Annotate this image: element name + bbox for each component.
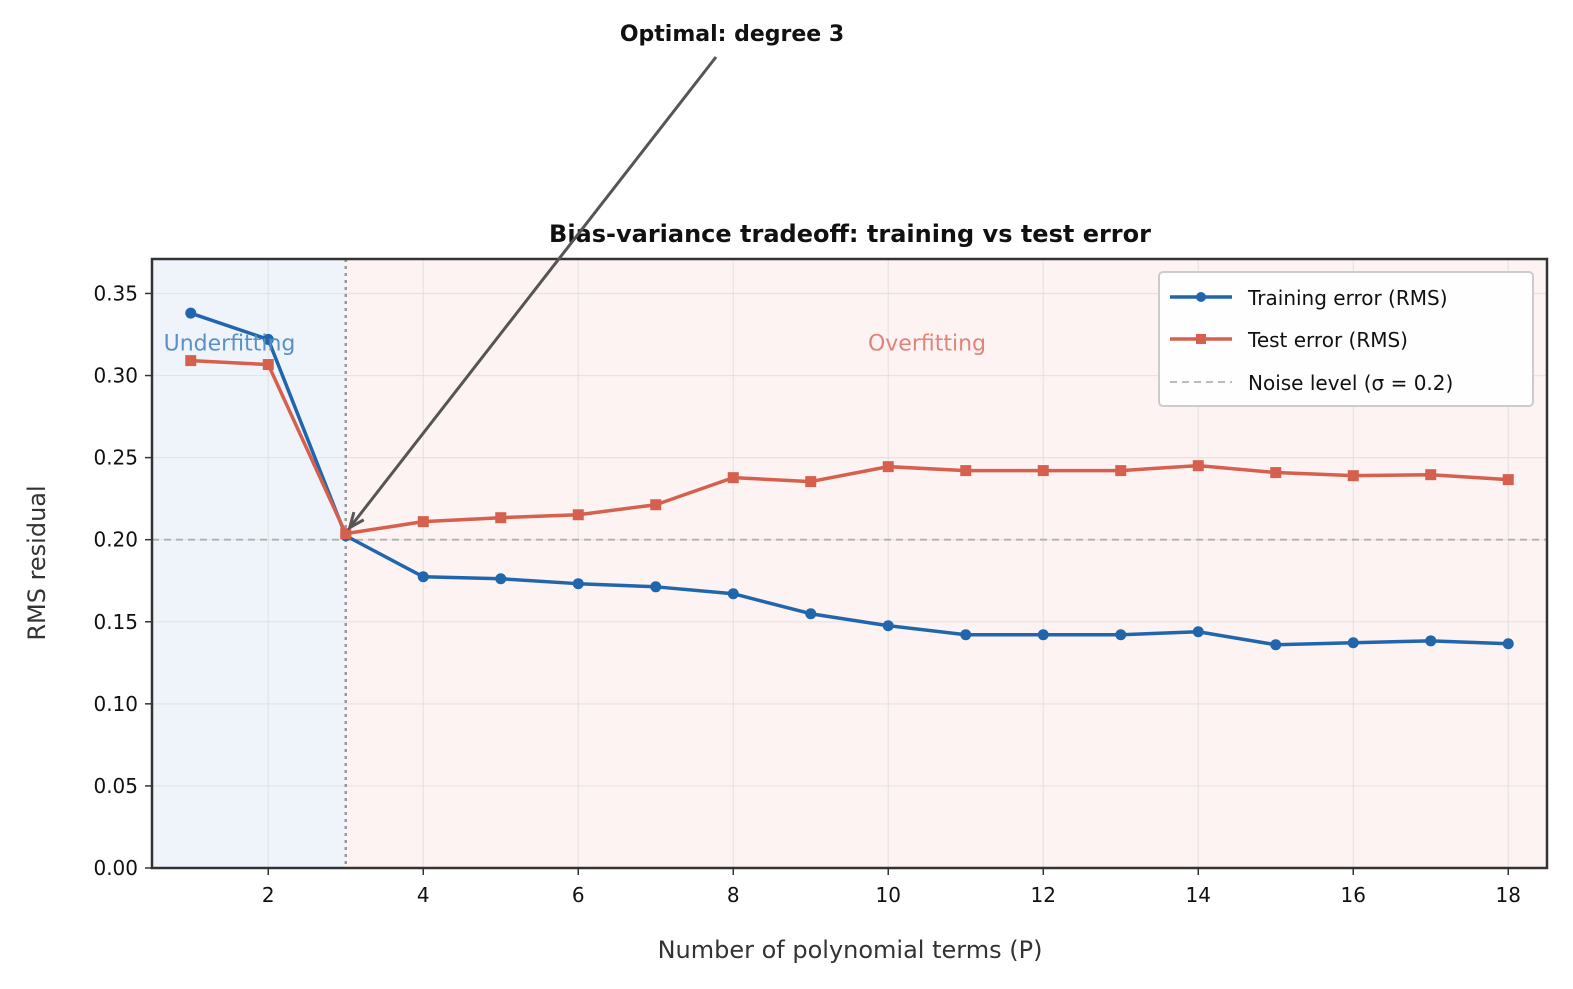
test-point (650, 499, 662, 511)
y-tick-label: 0.30 (93, 364, 138, 388)
test-point (960, 465, 972, 477)
annotation-arrow (348, 56, 718, 529)
test-point (1425, 469, 1437, 481)
annotation-text: Optimal: degree 3 (620, 22, 844, 47)
test-point (727, 472, 739, 484)
legend-training: Training error (RMS) (1247, 286, 1448, 310)
training-point (1347, 637, 1359, 649)
test-point (262, 359, 274, 371)
test-point (1192, 460, 1204, 472)
training-point (960, 629, 972, 641)
training-point (1502, 638, 1514, 650)
test-point (340, 528, 352, 540)
training-point (417, 571, 429, 583)
test-point (1270, 467, 1282, 479)
test-point (1502, 474, 1514, 486)
test-point (805, 476, 817, 488)
series-line-test (190, 358, 1509, 536)
test-point (1037, 465, 1049, 477)
training-point (1192, 626, 1204, 638)
x-tick-label: 14 (1186, 883, 1211, 907)
chart-title: Bias-variance tradeoff: training vs test… (549, 220, 1151, 248)
training-point (185, 307, 197, 319)
x-tick-label: 16 (1341, 883, 1366, 907)
training-point (805, 608, 817, 620)
training-point (1425, 635, 1437, 647)
x-axis-label: Number of polynomial terms (P) (658, 936, 1043, 964)
region-label: Underfitting (164, 332, 296, 357)
test-point (572, 509, 584, 521)
series-line-training (190, 311, 1509, 647)
training-point (572, 578, 584, 590)
training-point (495, 573, 507, 585)
x-tick-label: 12 (1031, 883, 1056, 907)
test-point (185, 355, 197, 367)
region-label: Overfitting (868, 332, 986, 357)
test-point (495, 512, 507, 524)
x-tick-label: 6 (572, 883, 585, 907)
x-tick-label: 2 (262, 883, 275, 907)
arrowhead-icon (347, 511, 365, 531)
y-tick-label: 0.15 (93, 610, 138, 634)
test-point (882, 461, 894, 473)
y-tick-label: 0.05 (93, 774, 138, 798)
y-tick-label: 0.00 (93, 856, 138, 880)
y-tick-label: 0.25 (93, 446, 138, 470)
y-tick-label: 0.20 (93, 528, 138, 552)
legend: Training error (RMS) Test error (RMS) No… (1158, 271, 1534, 407)
test-point (417, 516, 429, 528)
training-point (1037, 629, 1049, 641)
y-axis-label: RMS residual (23, 485, 51, 640)
legend-test: Test error (RMS) (1247, 328, 1408, 352)
x-tick-label: 10 (876, 883, 901, 907)
legend-noise: Noise level (σ = 0.2) (1248, 371, 1453, 395)
x-tick-label: 18 (1496, 883, 1521, 907)
plot-frame (150, 257, 1549, 870)
y-tick-label: 0.10 (93, 692, 138, 716)
training-point (727, 588, 739, 600)
legend-circle-marker (1196, 292, 1206, 302)
y-tick-label: 0.35 (93, 281, 138, 305)
training-point (882, 620, 894, 632)
training-point (262, 333, 274, 345)
training-point (1115, 629, 1127, 641)
test-point (1115, 465, 1127, 477)
training-point (1270, 639, 1282, 651)
test-point (1347, 470, 1359, 482)
region-underfitting (152, 259, 346, 868)
x-tick-label: 8 (727, 883, 740, 907)
legend-square-marker (1196, 334, 1206, 344)
x-tick-label: 4 (417, 883, 430, 907)
training-point (650, 581, 662, 593)
